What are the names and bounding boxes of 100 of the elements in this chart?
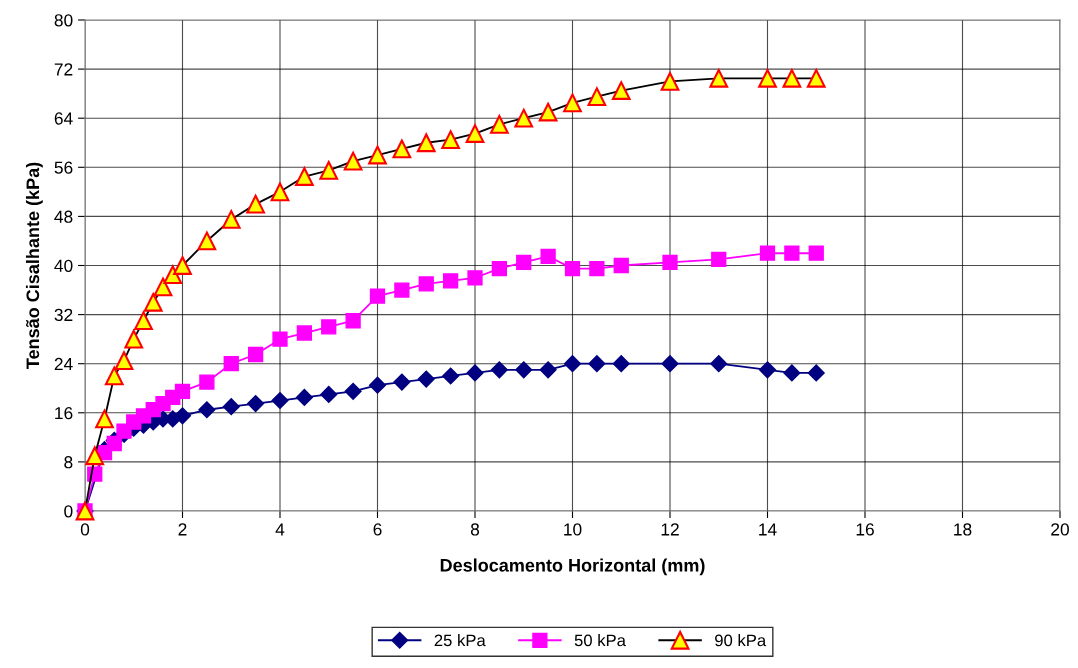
point [246,194,265,214]
x-tick-label: 0 [80,523,90,536]
point [394,282,410,298]
point [589,260,605,277]
point [491,260,508,277]
point [538,102,558,122]
point [563,355,582,373]
point [321,319,337,335]
point [442,273,459,289]
point [441,130,460,150]
legend-label: 25 kPa [434,634,486,647]
point [222,398,240,416]
point [221,210,241,229]
point [758,68,777,88]
point [516,254,532,271]
point [808,245,824,261]
y-tick-label: 16 [55,406,73,420]
point [416,133,436,153]
x-tick-label: 6 [373,523,382,536]
point [295,167,314,186]
x-tick-label: 18 [954,523,972,536]
point [319,160,339,180]
point [271,391,289,410]
point [587,87,607,107]
y-tick-label: 24 [54,357,73,370]
x-tick-label: 16 [856,523,874,536]
point [153,277,173,297]
point [613,257,629,274]
y-tick-label: 72 [54,63,73,76]
point [134,311,153,331]
point [85,446,105,466]
point [564,260,581,277]
y-tick-label: 40 [54,259,73,272]
point [95,409,114,429]
point [343,151,363,171]
y-tick-label: 48 [54,210,73,223]
point [807,364,825,382]
y-tick-label: 80 [54,14,73,27]
point [710,355,728,373]
point [563,93,582,113]
point [270,182,290,202]
point [611,81,631,100]
point [368,376,387,394]
point [660,72,680,91]
y-tick-label: 0 [64,505,73,518]
point [418,276,434,292]
point [344,382,362,400]
x-tick-label: 20 [1051,523,1069,536]
point [442,367,460,385]
y-tick-label: 32 [54,308,73,322]
y-tick-label: 64 [54,112,73,125]
point [466,364,484,382]
point [124,329,144,349]
point [272,331,288,347]
point [197,231,217,251]
point [174,383,191,399]
point [417,370,435,388]
point [163,265,183,285]
point [588,355,606,373]
point [759,245,776,261]
point [368,145,387,165]
point [711,251,727,268]
point [465,124,485,143]
point [612,355,630,373]
x-tick-label: 10 [564,523,582,536]
x-tick-label: 2 [178,523,187,536]
point [104,366,124,386]
point [515,361,533,379]
point [662,254,678,271]
point [393,373,411,391]
y-axis-title: Tensão Cisalhante (kPa) [25,162,43,369]
point [247,346,264,363]
point [114,351,134,371]
point [143,292,163,312]
y-tick-label: 8 [64,456,73,469]
point [806,68,826,88]
point [782,68,802,88]
point [320,385,338,403]
legend-label: 50 kPa [574,634,626,647]
point [514,108,534,128]
point [490,114,509,134]
point [295,388,313,407]
point [661,355,679,373]
legend-label: 90 kPa [715,634,767,647]
x-tick-label: 4 [275,523,285,536]
point [392,139,412,159]
point [758,361,777,379]
point [345,313,361,329]
point [247,395,265,413]
point [199,374,215,390]
point [369,288,386,304]
x-tick-label: 12 [661,523,679,536]
point [783,364,801,382]
point [784,245,800,261]
x-axis-title: Deslocamento Horizontal (mm) [440,558,705,576]
x-tick-label: 8 [470,523,480,536]
point [223,356,239,372]
point [539,361,557,379]
point [540,248,556,264]
point [173,256,192,275]
